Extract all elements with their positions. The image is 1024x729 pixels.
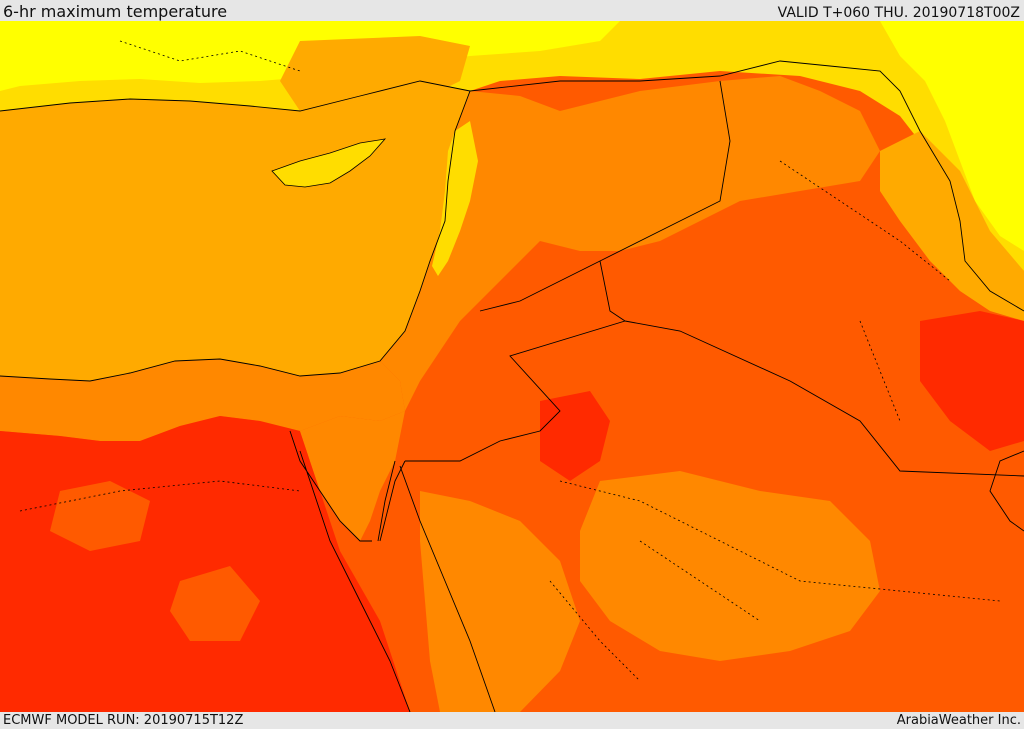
- persian-gulf-coastline: [989, 450, 1024, 532]
- yellow-east-mountains: [880, 21, 1024, 251]
- red-spot-iraq: [920, 311, 1024, 451]
- valid-time: VALID T+060 THU. 20190718T00Z: [777, 5, 1020, 21]
- sinai-orange: [300, 411, 405, 541]
- mediterranean-sea: [0, 81, 470, 381]
- turkey-coastline: [0, 80, 471, 112]
- hejaz-orange: [420, 491, 580, 712]
- country-borders: [379, 60, 1024, 542]
- red-sea-coastline: [289, 430, 496, 712]
- credit: ArabiaWeather Inc.: [896, 713, 1021, 728]
- admin-lines: [19, 40, 1001, 682]
- levant-coast-yellow: [432, 121, 478, 276]
- temperature-map[interactable]: [0, 21, 1024, 712]
- map-header: 6-hr maximum temperature VALID T+060 THU…: [0, 0, 1024, 21]
- cyprus: [271, 138, 387, 188]
- egypt-patches: [50, 481, 260, 641]
- map-footer: ECMWF MODEL RUN: 20190715T12Z ArabiaWeat…: [0, 712, 1024, 729]
- saudi-orange: [580, 471, 880, 661]
- yellow-north-band: [0, 21, 1024, 271]
- syria-orange: [520, 76, 880, 251]
- iraq-east-orange: [880, 131, 1024, 321]
- model-run: ECMWF MODEL RUN: 20190715T12Z: [3, 713, 244, 728]
- mediterranean-coastline: [0, 90, 471, 382]
- map-title: 6-hr maximum temperature: [3, 2, 228, 21]
- egypt-north-orange: [0, 359, 405, 441]
